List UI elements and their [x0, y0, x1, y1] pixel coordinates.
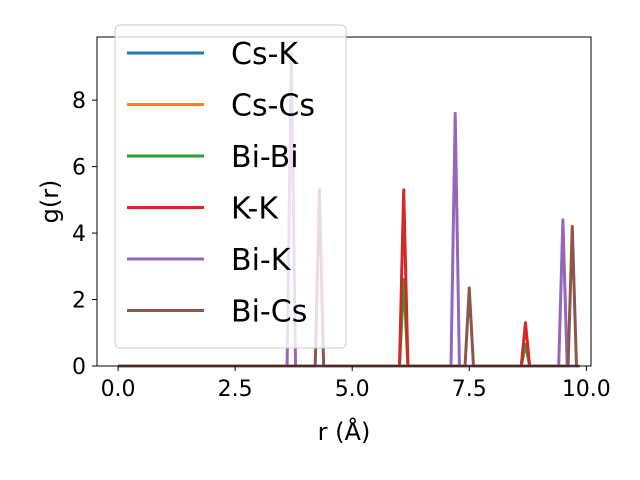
legend-label: Cs-K	[231, 37, 299, 72]
y-ticks: 0 2 4 6 8	[72, 89, 97, 380]
y-tick-label: 6	[72, 156, 86, 181]
legend-label: Cs-Cs	[231, 89, 315, 124]
x-axis-label: r (Å)	[318, 417, 371, 446]
legend: Cs-K Cs-Cs Bi-Bi K-K Bi-K Bi-Cs	[114, 24, 347, 349]
legend-label: K-K	[231, 192, 279, 227]
legend-label: Bi-Cs	[231, 295, 307, 330]
y-tick-label: 4	[72, 222, 86, 247]
y-tick-label: 8	[72, 89, 86, 114]
x-tick-label: 2.5	[218, 377, 253, 402]
legend-label: Bi-Bi	[231, 140, 299, 175]
x-tick-label: 7.5	[452, 377, 487, 402]
y-axis-label: g(r)	[36, 180, 64, 224]
x-tick-label: 0.0	[101, 377, 136, 402]
y-tick-label: 0	[72, 355, 86, 380]
x-tick-label: 5.0	[335, 377, 370, 402]
y-tick-label: 2	[72, 289, 86, 314]
x-tick-label: 10.0	[562, 377, 611, 402]
legend-label: Bi-K	[231, 243, 292, 278]
x-ticks: 0.0 2.5 5.0 7.5 10.0	[101, 366, 611, 402]
